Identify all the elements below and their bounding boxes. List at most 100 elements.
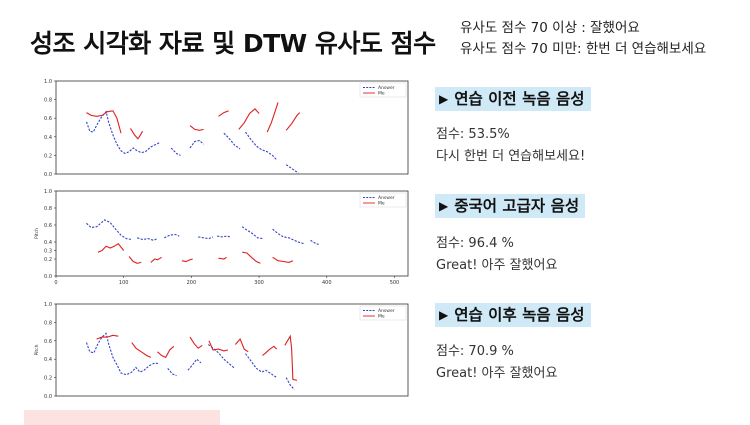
y-tick-label: 1.0 (44, 302, 52, 308)
score-feedback: Great! 아주 잘했어요 (436, 258, 558, 273)
criteria-pass: 유사도 점수 70 이상 : 잘했어요 (460, 20, 640, 36)
series-line-answer (85, 110, 161, 155)
y-tick-label: 0.6 (44, 339, 52, 345)
series-line-me (131, 342, 152, 358)
score-feedback: 다시 한번 더 연습해보세요! (436, 149, 586, 164)
score-value: 점수: 53.5% (436, 127, 510, 142)
y-tick-label: 0.2 (44, 153, 52, 159)
series-line-answer (187, 358, 202, 371)
y-axis-label: Pitch (34, 344, 40, 355)
decorative-accent-bar (24, 410, 220, 425)
y-tick-label: 0.4 (44, 240, 52, 246)
y-tick-label: 0.8 (44, 206, 52, 212)
y-tick-label: 0.8 (44, 320, 52, 326)
series-line-me (189, 125, 204, 131)
series-line-me (272, 256, 294, 263)
y-tick-label: 0.6 (44, 223, 52, 229)
series-line-me (157, 345, 175, 359)
y-tick-label: 0.3 (44, 249, 52, 255)
legend-label: Me (378, 201, 385, 207)
series-line-answer (86, 219, 132, 241)
series-line-answer (272, 228, 304, 245)
series-line-answer (310, 239, 319, 246)
series-line-answer (241, 226, 264, 240)
x-tick-label: 100 (119, 280, 129, 286)
play-triangle-icon: ▶ (439, 92, 449, 106)
score-feedback: Great! 아주 잘했어요 (436, 366, 558, 381)
legend-label: Me (378, 91, 385, 97)
y-tick-label: 0.0 (44, 274, 52, 280)
series-line-me (86, 110, 122, 134)
series-line-me (208, 340, 229, 352)
series-line-answer (285, 377, 295, 390)
y-tick-label: 0.8 (44, 98, 52, 104)
series-line-me (234, 337, 249, 353)
series-line-me (96, 334, 119, 340)
y-tick-label: 0.0 (44, 172, 52, 178)
x-tick-label: 500 (390, 280, 400, 286)
y-tick-label: 0.2 (44, 376, 52, 382)
series-line-me (285, 112, 301, 131)
legend-label: Me (378, 314, 385, 320)
y-tick-label: 1.0 (44, 79, 52, 85)
chart-after-practice: 0.0 0.2 0.4 0.6 0.8 1.0 Pitch Answer Me (30, 298, 411, 401)
section-after-label: 연습 이후 녹음 음성 (454, 306, 585, 324)
criteria-fail: 유사도 점수 70 미만: 한번 더 연습해보세요 (460, 41, 707, 57)
series-line-me (218, 110, 229, 117)
chart-native-speaker: 0.0 0.2 0.3 0.4 0.6 0.8 1.0 0 100 200 300 400 500 Pit… (30, 185, 411, 288)
section-before-label: 연습 이전 녹음 음성 (454, 90, 585, 108)
series-line-me (97, 242, 125, 253)
series-line-me (130, 128, 144, 140)
play-triangle-icon: ▶ (439, 308, 449, 322)
section-before-score: 점수: 53.5% 다시 한번 더 연습해보세요! (436, 124, 585, 168)
section-native-score: 점수: 96.4 % Great! 아주 잘했어요 (436, 233, 557, 277)
series-line-answer (198, 236, 214, 240)
series-line-me (242, 251, 261, 264)
x-tick-label: 200 (187, 280, 197, 286)
series-line-me (238, 108, 260, 130)
score-criteria: 유사도 점수 70 이상 : 잘했어요 유사도 점수 70 미만: 한번 더 연… (460, 18, 706, 60)
x-tick-label: 400 (322, 280, 332, 286)
series-line-me (128, 256, 142, 264)
plot-frame (55, 80, 409, 175)
legend-label: Answer (378, 308, 395, 314)
series-line-me (284, 334, 298, 381)
series-line-me (189, 336, 203, 349)
series-line-answer (245, 131, 278, 161)
legend-label: Answer (378, 85, 395, 91)
y-tick-label: 0.0 (44, 394, 52, 400)
page-title: 성조 시각화 자료 및 DTW 유사도 점수 (30, 29, 436, 58)
series-line-answer (167, 368, 177, 377)
legend-label: Answer (378, 195, 395, 201)
y-tick-label: 1.0 (44, 189, 52, 195)
score-value: 점수: 96.4 % (436, 236, 514, 251)
x-tick-label: 0 (54, 280, 57, 286)
series-line-me (266, 102, 279, 133)
series-line-answer (245, 353, 278, 379)
y-tick-label: 0.4 (44, 357, 52, 363)
section-before-heading: ▶ 연습 이전 녹음 음성 (435, 87, 591, 111)
y-tick-label: 0.6 (44, 116, 52, 122)
section-after-heading: ▶ 연습 이후 녹음 음성 (435, 303, 591, 327)
series-line-answer (285, 164, 299, 174)
score-value: 점수: 70.9 % (436, 344, 514, 359)
chart-before-practice: 0.0 0.2 0.4 0.6 0.8 1.0 Answer Me (30, 75, 411, 178)
section-native-label: 중국어 고급자 음성 (454, 197, 580, 215)
pitch-chart-native: 0.0 0.2 0.3 0.4 0.6 0.8 1.0 0 100 200 300 400 500 Pit… (34, 189, 409, 286)
y-tick-label: 0.4 (44, 135, 52, 141)
legend-box (359, 82, 407, 98)
series-line-answer (189, 139, 204, 149)
series-line-answer (137, 237, 158, 241)
series-line-answer (223, 132, 241, 150)
series-line-me (181, 258, 193, 263)
legend-box (359, 192, 407, 208)
play-triangle-icon: ▶ (439, 199, 449, 213)
plot-frame (55, 303, 409, 397)
x-tick-label: 300 (254, 280, 264, 286)
series-line-answer (217, 235, 231, 238)
series-line-me (150, 256, 162, 263)
series-line-answer (164, 233, 180, 239)
section-after-score: 점수: 70.9 % Great! 아주 잘했어요 (436, 341, 557, 385)
